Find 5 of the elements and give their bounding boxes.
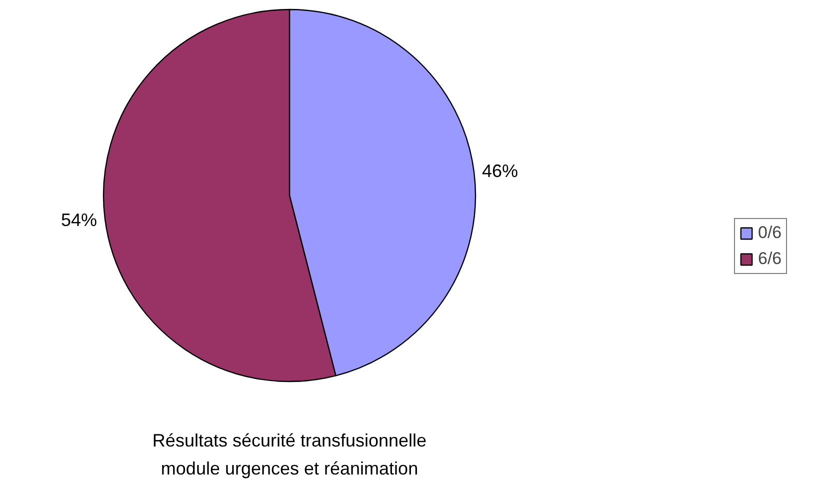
- data-label: 54%: [61, 210, 98, 230]
- text: Résultats sécurité transfusionnelle module urgences et réanimation: [152, 430, 427, 478]
- legend-label: 6/6: [758, 249, 782, 269]
- data-label: 46%: [482, 161, 518, 182]
- legend-label: 0/6: [758, 223, 782, 243]
